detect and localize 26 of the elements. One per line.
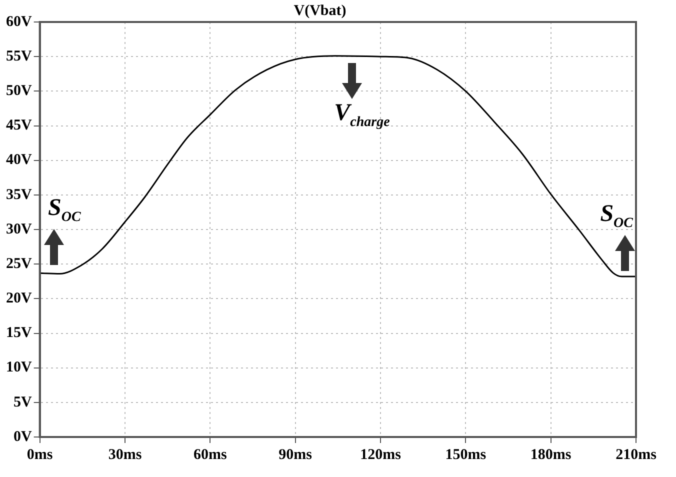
annotation: V$_{charge}$ bbox=[334, 100, 390, 130]
y-tick-label: 40V bbox=[6, 152, 32, 168]
y-tick-label: 0V bbox=[13, 428, 32, 445]
x-tick-label: 30ms bbox=[108, 446, 142, 463]
x-tick-label: 120ms bbox=[360, 446, 402, 463]
line-series bbox=[40, 55, 636, 278]
x-tick-label: 210ms bbox=[616, 446, 657, 463]
y-tick-label: 45V bbox=[6, 118, 32, 134]
x-tick-label: 90ms bbox=[278, 446, 312, 463]
annotation: S$_{OC}$ bbox=[48, 195, 81, 225]
y-tick-label: 35V bbox=[6, 186, 32, 203]
y-tick-label: 10V bbox=[6, 360, 32, 376]
y-tick-label: 50V bbox=[6, 83, 32, 100]
y-tick-label: 25V bbox=[6, 256, 32, 272]
annotation: S$_{OC}$ bbox=[600, 200, 633, 231]
y-tick-label: 30V bbox=[6, 221, 32, 238]
x-tick-label: 0ms bbox=[26, 446, 53, 463]
y-tick-label: 55V bbox=[6, 48, 32, 64]
chart-title: V(Vbat) bbox=[294, 2, 346, 19]
x-tick-label: 60ms bbox=[193, 446, 227, 463]
x-tick-label: 150ms bbox=[445, 446, 486, 463]
y-tick-label: 20V bbox=[6, 290, 32, 307]
y-tick-label: 60V bbox=[6, 14, 32, 30]
x-tick-label: 180ms bbox=[530, 446, 572, 463]
y-tick-label: 15V bbox=[6, 325, 32, 342]
y-tick-label: 5V bbox=[13, 394, 32, 410]
